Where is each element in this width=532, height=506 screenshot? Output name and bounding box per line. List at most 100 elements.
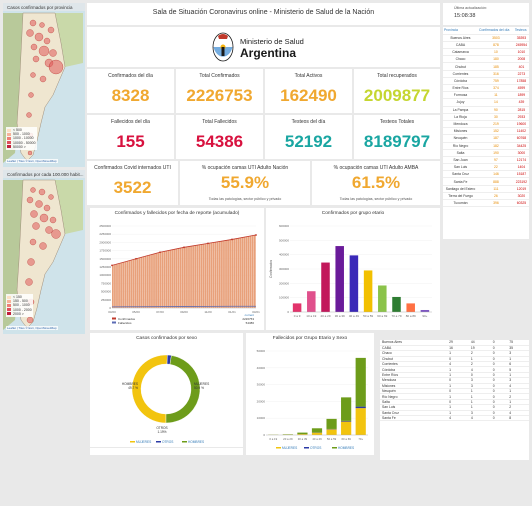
table-row[interactable]: Córdoba 1 4 0 5 [380, 366, 529, 373]
table-cell: 29 [447, 340, 469, 346]
table-cell: 1 [507, 388, 529, 395]
bar-confirmados [161, 251, 164, 308]
column-header[interactable]: Confirmados del día [478, 27, 514, 35]
bar-confirmados [214, 242, 217, 308]
table-row[interactable]: Corrientes 4 2 0 6 [380, 361, 529, 368]
table-row[interactable]: Neuquén 0 1 0 1 [380, 388, 529, 395]
table-row[interactable]: Santa Fe 4 4 0 8 [380, 415, 529, 422]
point-confirmados [159, 251, 161, 254]
table-row[interactable]: Santa Fe 888 223192 [443, 177, 529, 186]
table-row[interactable]: Chubut 185 401 [443, 62, 529, 71]
table-row[interactable]: CABA 16 19 0 35 [380, 345, 529, 352]
table-row[interactable]: Santa Cruz 1 3 0 4 [380, 410, 529, 417]
bar [420, 309, 430, 312]
table-row[interactable]: Catamarca 10 1010 [443, 48, 529, 57]
table-row[interactable]: Corrientes 316 2273 [443, 70, 529, 78]
province-table[interactable]: Provincia Confirmados del día Testeos Bu… [443, 27, 529, 208]
header-bar: Sala de Situación Coronavirus online - M… [87, 3, 440, 25]
kpi-total-confirmados: Total Confirmados 2226753 [176, 69, 263, 113]
table-row[interactable]: Buenos Aires 29 44 0 75 [380, 340, 529, 346]
map1-attribution-link[interactable]: Leaflet | Tiles © Esri, OpenStreetMap [6, 159, 58, 163]
bar-confirmados [157, 252, 160, 308]
cell-conf: 146 [478, 170, 514, 179]
x-tick-label: 07/20 [156, 310, 164, 314]
map2-legend-item: < 150 [7, 295, 32, 299]
table-row[interactable]: Salta 0 1 0 1 [380, 399, 529, 406]
table-row[interactable]: La Rioja 30 2933 [443, 113, 529, 121]
table-row[interactable]: Entre Ríos 1 0 0 1 [380, 372, 529, 379]
table-row[interactable]: Río Negro 182 34425 [443, 142, 529, 150]
bar-confirmados [159, 252, 162, 308]
table-cell: 2 [507, 393, 529, 400]
chart-grupo-etario[interactable]: 0 100000 200000 300000 400000 500000 600000 Con… [266, 212, 440, 330]
table-row[interactable]: Formosa 11 1899 [443, 91, 529, 100]
bar-confirmados [237, 238, 240, 308]
point-confirmados [207, 242, 209, 245]
cell-conf: 97 [478, 156, 514, 165]
table-row[interactable]: Misiones 152 11402 [443, 127, 529, 136]
distribution-table[interactable]: Buenos Aires 29 44 0 75 CABA 16 19 0 35 Chaco 1 2 0 3 C… [380, 340, 529, 422]
bar-confirmados [136, 258, 139, 308]
table-row[interactable]: Córdoba 759 17858 [443, 77, 529, 86]
bar-confirmados [223, 240, 225, 308]
update-panel: Última actualización: 15:08:38 [443, 3, 529, 25]
table-row[interactable]: Entre Ríos 374 4599 [443, 84, 529, 93]
bar-confirmados [151, 254, 153, 308]
legend-swatch [332, 447, 337, 449]
bar-confirmados [112, 265, 114, 308]
distribution-table-panel[interactable]: Buenos Aires 29 44 0 75 CABA 16 19 0 35 Chaco 1 2 0 3 C… [380, 340, 529, 460]
chart-sexo[interactable]: MUJERES 50.9 % OTROS 1.19% HOMBRES 49.7 % MUJE… [90, 337, 243, 447]
bar-segment [297, 434, 308, 435]
bar-confirmados [173, 249, 176, 308]
x-tick-label: 01/21 [228, 310, 236, 314]
kpi-title: Confirmados del día [108, 73, 153, 79]
bar [392, 296, 401, 312]
update-label: Última actualización: [454, 6, 487, 10]
bar-confirmados [171, 249, 174, 308]
argentina-map-1[interactable] [3, 3, 85, 167]
column-header[interactable]: Provincia [443, 27, 478, 35]
table-row[interactable]: Tucumán 396 60325 [443, 199, 529, 208]
map-confirmados-provincia[interactable]: Casos confirmados por provincia < 500 50… [3, 3, 85, 167]
table-row[interactable]: Mendoza 0 3 0 3 [380, 377, 529, 384]
table-cell: 1 [447, 393, 469, 400]
table-cell: 1 [507, 356, 529, 363]
column-header[interactable]: Testeos [513, 27, 529, 35]
chart-grupo-etario-panel: Confirmados por grupo etario 0 100000 2000… [266, 208, 440, 330]
table-row[interactable]: Mendoza 219 19600 [443, 120, 529, 129]
table-row[interactable]: La Pampa 90 2815 [443, 106, 529, 114]
table-cell: 4 [468, 366, 491, 373]
table-row[interactable]: Jujuy 14 439 [443, 98, 529, 107]
table-row[interactable]: CABA 878 245954 [443, 41, 529, 50]
table-row[interactable]: Tierra del Fuego 26 3020 [443, 192, 529, 201]
bar-confirmados [192, 245, 194, 308]
table-cell: CABA [380, 345, 448, 352]
table-row[interactable]: Santiago del Estero 111 12019 [443, 185, 529, 193]
table-row[interactable]: San Luis 22 1404 [443, 163, 529, 172]
province-table-panel[interactable]: Provincia Confirmados del día Testeos Bu… [443, 27, 529, 239]
table-row[interactable]: Río Negro 1 1 0 2 [380, 393, 529, 400]
table-row[interactable]: Chaco 1 2 0 3 [380, 350, 529, 357]
table-row[interactable]: San Luis 1 1 0 2 [380, 404, 529, 411]
table-row[interactable]: Misiones 1 3 0 4 [380, 383, 529, 390]
table-row[interactable]: Salta 190 3000 [443, 149, 529, 157]
chart-acumulado[interactable]: 0 250000 500000 750000 1000000 1250000 1500000… [90, 212, 264, 330]
table-row[interactable]: Chaco 180 2008 [443, 55, 529, 64]
table-row[interactable]: Neuquén 187 60768 [443, 134, 529, 143]
map2-attribution-link[interactable]: Leaflet | Tiles © Esri, OpenStreetMap [6, 326, 58, 330]
table-row[interactable]: Chubut 0 1 0 1 [380, 356, 529, 363]
y-tick-label: 1750000 [99, 249, 111, 253]
table-row[interactable]: San Juan 97 12174 [443, 156, 529, 165]
x-tick-label: 03/21 [252, 310, 260, 314]
x-tick-label: 30 a 39 [335, 314, 345, 318]
argentina-map-2[interactable] [3, 170, 85, 334]
point-confirmados [135, 257, 137, 260]
table-row[interactable]: Buenos Aires 3503 35393 [443, 34, 529, 42]
table-cell: 1 [507, 399, 529, 406]
chart-fallecidos-etario-sexo[interactable]: 0 10000 20000 30000 40000 50000 0 a 19 20 a 29 3… [246, 337, 374, 455]
kpi-uti: Confirmados Covid internados UTI 3522 [87, 161, 178, 205]
cell-conf: 11 [478, 91, 514, 100]
bar [349, 255, 359, 312]
table-row[interactable]: Santa Cruz 146 15187 [443, 170, 529, 179]
map-confirmados-100k[interactable]: Confirmados por cada 100.000 habit... < … [3, 170, 85, 334]
